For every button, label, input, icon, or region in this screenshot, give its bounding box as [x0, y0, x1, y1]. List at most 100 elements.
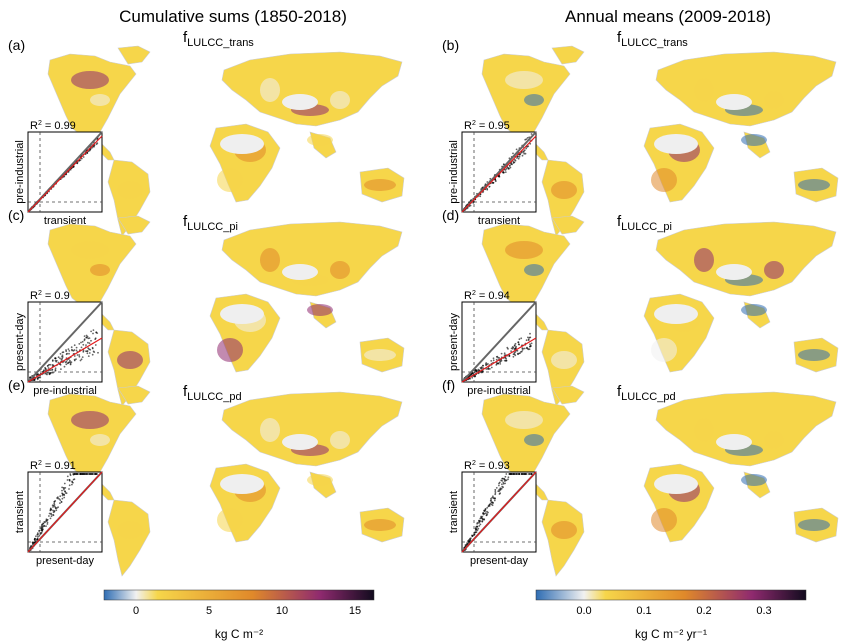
scatter-point	[58, 498, 61, 500]
panels: (a) fLULCC_trans R2 = 0.99 transient pre-ind…	[8, 29, 839, 577]
scatter-point	[527, 145, 530, 148]
scatter-point	[54, 500, 57, 502]
scatter-point	[76, 354, 79, 356]
scatter-point	[504, 480, 506, 482]
scatter-point	[518, 155, 521, 158]
desert-asia	[282, 434, 318, 450]
scatter-point	[503, 352, 506, 355]
scatter-point	[517, 343, 520, 346]
regression-line	[27, 135, 103, 213]
scatter-point	[61, 486, 63, 489]
world-map	[47, 215, 405, 407]
map-hotspot	[307, 474, 333, 486]
scatter-point	[97, 351, 99, 354]
scatter-point	[507, 476, 510, 479]
scatter-point	[508, 157, 511, 160]
scatter-point	[63, 482, 66, 485]
desert-sahara	[654, 304, 698, 324]
inset-ylabel: pre-industrial	[14, 140, 26, 204]
scatter-point	[509, 166, 512, 169]
scatter-point	[516, 157, 518, 159]
r2-value: = 0.93	[476, 460, 510, 472]
scatter-point	[68, 488, 70, 490]
r2-value: = 0.94	[476, 290, 510, 302]
scatter-point	[517, 341, 520, 344]
scatter-point	[513, 473, 516, 475]
scatter-point	[75, 346, 78, 349]
scatter-point	[88, 342, 91, 345]
scatter-point	[477, 527, 480, 530]
scatter-point	[485, 514, 488, 517]
colorbar-tick-label: 10	[276, 605, 288, 617]
map-hotspots	[71, 241, 396, 369]
map-hotspot	[651, 168, 677, 192]
scatter-point	[91, 346, 94, 349]
scatter-point	[71, 348, 73, 351]
desert-asia	[716, 264, 752, 280]
inset-scatter	[461, 301, 537, 383]
scatter-point	[528, 473, 531, 475]
scatter-point	[69, 362, 72, 365]
r2-sup: 2	[38, 120, 42, 127]
column-title-cumulative: Cumulative sums (1850-2018)	[119, 7, 347, 26]
scatter-point	[466, 540, 469, 542]
scatter-point	[59, 495, 62, 498]
scatter-point	[504, 475, 507, 478]
scatter-point	[38, 376, 40, 379]
scatter-point	[492, 359, 495, 362]
scatter-point	[67, 348, 70, 351]
scatter-point	[90, 339, 92, 342]
inset-ylabel: pre-industrial	[448, 140, 460, 204]
row-label: fLULCC_trans	[617, 29, 688, 49]
scatter-point	[77, 473, 79, 475]
scatter-point	[90, 330, 92, 333]
scatter-point	[92, 332, 94, 335]
scatter-point	[470, 537, 472, 539]
scatter-point	[529, 344, 532, 347]
scatter-point	[490, 366, 493, 369]
world-map	[47, 385, 405, 577]
scatter-point	[524, 152, 527, 155]
desert-sahara	[220, 304, 264, 324]
scatter-point	[78, 355, 81, 358]
map-hotspot	[260, 78, 280, 102]
map-hotspot	[551, 351, 577, 369]
panel-a: (a) fLULCC_trans R2 = 0.99 transient pre-ind…	[8, 29, 405, 237]
scatter-point	[85, 344, 87, 346]
map-hotspots	[505, 241, 830, 369]
row-label-sub: LULCC_trans	[187, 37, 254, 49]
scatter-point	[502, 481, 505, 484]
inset-scatter	[27, 131, 103, 213]
scatter-point	[61, 489, 63, 492]
scatter-point	[59, 353, 62, 355]
scatter-point	[69, 474, 72, 477]
regression-line	[27, 471, 103, 553]
regression-line	[27, 337, 103, 383]
scatter-point	[474, 531, 477, 534]
scatter-point	[494, 493, 497, 496]
scatter-point	[487, 511, 489, 514]
scatter-point	[529, 332, 531, 335]
map-hotspot	[117, 181, 143, 199]
colorbar-unit: kg C m⁻²	[215, 627, 263, 641]
scatter-point	[38, 530, 40, 532]
row-label-sub: LULCC_pi	[187, 221, 238, 233]
scatter-point	[94, 338, 97, 341]
scatter-point	[492, 182, 495, 184]
scatter-point	[478, 525, 481, 527]
scatter-point	[530, 342, 533, 345]
scatter-point	[495, 364, 498, 366]
scatter-point	[42, 522, 44, 525]
map-hotspot	[117, 521, 143, 539]
scatter-point	[92, 329, 95, 331]
inset-scatter	[27, 471, 103, 553]
map-hotspot	[217, 168, 243, 192]
r2-sup: 2	[38, 460, 42, 467]
scatter-point	[73, 344, 76, 347]
map-hotspot	[90, 434, 110, 446]
scatter-point	[46, 371, 49, 374]
scatter-point	[482, 364, 484, 367]
map-hotspot	[694, 78, 714, 102]
scatter-point	[529, 142, 532, 145]
scatter-point	[93, 473, 96, 475]
